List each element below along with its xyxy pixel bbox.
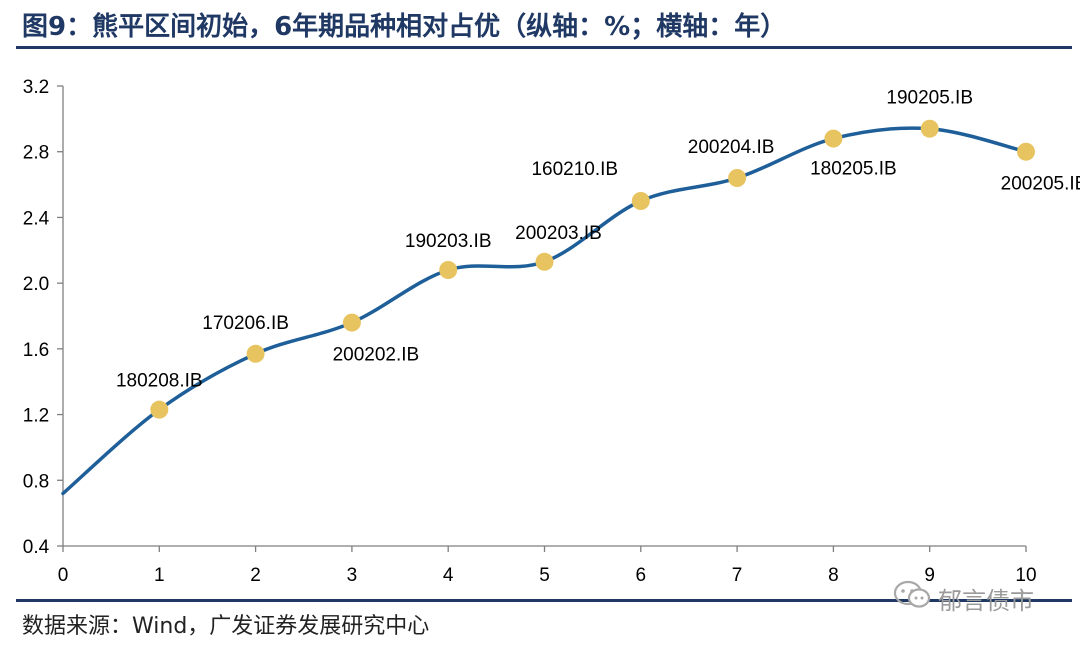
chart-markers	[150, 119, 1035, 419]
figure-header: 图9：熊平区间初始，6年期品种相对占优（纵轴：%；横轴：年）	[0, 0, 1080, 50]
data-point-marker	[1017, 142, 1035, 161]
chart-series	[61, 126, 1028, 496]
figure-title: 图9：熊平区间初始，6年期品种相对占优（纵轴：%；横轴：年）	[22, 12, 787, 42]
data-point-marker	[920, 119, 939, 138]
y-tick-label: 1.6	[23, 340, 49, 361]
data-point-marker	[342, 313, 361, 332]
x-tick-label: 7	[732, 565, 743, 586]
title-rule	[16, 46, 1072, 49]
data-label: 200202.IB	[333, 345, 420, 366]
x-tick-label: 8	[828, 565, 839, 586]
x-tick-label: 1	[154, 565, 165, 586]
source-note: 数据来源：Wind，广发证券发展研究中心	[22, 614, 430, 639]
y-tick-label: 2.0	[23, 274, 49, 295]
x-tick-label: 0	[58, 565, 69, 586]
watermark: 郁言债市	[892, 577, 1062, 615]
wechat-icon	[893, 580, 931, 608]
yield-curve-line	[61, 126, 1028, 496]
data-label: 180208.IB	[116, 371, 203, 392]
data-label: 190205.IB	[886, 88, 973, 109]
x-tick-label: 10	[1015, 565, 1036, 586]
y-tick-label: 3.2	[23, 77, 49, 98]
data-label: 200205.IB	[1001, 174, 1080, 195]
x-tick-label: 9	[924, 565, 935, 586]
x-tick-label: 2	[250, 565, 261, 586]
line-chart: 0.4 0.8 1.2 1.6 2.0 2.4 2.8 3.2 0 1 2 3 4 5 6 7 8 9 10 180…	[23, 77, 1080, 586]
data-label: 190203.IB	[405, 231, 492, 252]
data-point-marker	[535, 252, 554, 271]
y-tick-label: 0.8	[23, 471, 49, 492]
data-point-marker	[728, 169, 747, 187]
data-point-marker	[150, 400, 169, 419]
data-point-marker	[439, 261, 458, 279]
y-tick-label: 2.4	[23, 208, 50, 229]
data-point-marker	[246, 344, 265, 363]
x-tick-label: 6	[636, 565, 647, 586]
y-tick-label: 0.4	[23, 537, 50, 558]
data-label: 170206.IB	[202, 313, 289, 334]
data-point-marker	[824, 129, 843, 148]
data-label: 200204.IB	[688, 137, 775, 158]
data-label: 200203.IB	[515, 223, 602, 244]
chart-data-labels: 180208.IB 170206.IB 200202.IB 190203.IB 2002…	[116, 88, 1080, 392]
x-tick-label: 3	[347, 565, 358, 586]
data-label: 180205.IB	[810, 159, 897, 180]
x-tick-label: 5	[539, 565, 550, 586]
y-tick-label: 1.2	[23, 406, 49, 427]
y-tick-label: 2.8	[23, 143, 49, 164]
watermark-text: 郁言债市	[938, 587, 1034, 615]
footer-rule	[16, 599, 1072, 602]
x-tick-label: 4	[443, 565, 454, 586]
data-label: 160210.IB	[531, 159, 618, 180]
data-point-marker	[631, 192, 650, 210]
chart-ticks: 0.4 0.8 1.2 1.6 2.0 2.4 2.8 3.2 0 1 2 3 4 5 6 7 8 9 10	[23, 77, 1037, 586]
